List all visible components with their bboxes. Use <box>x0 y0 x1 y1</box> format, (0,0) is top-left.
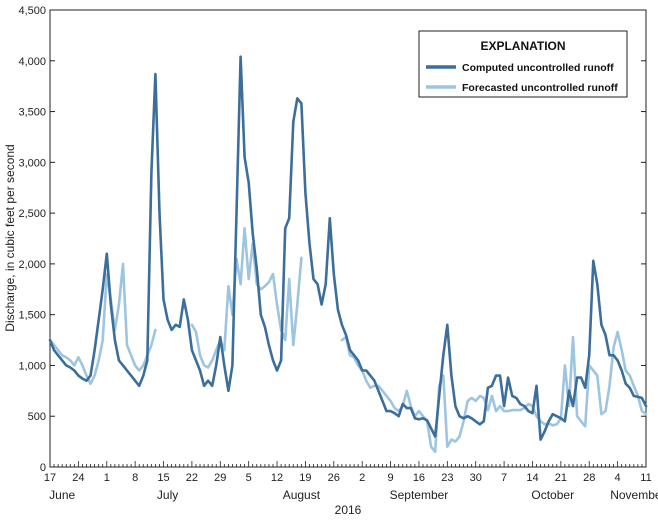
x-tick-label: 7 <box>501 472 507 484</box>
x-tick-label: 29 <box>214 472 226 484</box>
x-tick-label: 4 <box>615 472 621 484</box>
series-line-computed <box>48 55 648 441</box>
month-label: September <box>390 488 449 502</box>
y-tick-label: 500 <box>28 411 46 423</box>
month-label: June <box>49 488 75 502</box>
x-axis: 17 24 1 8 15 22 29 5 12 19 26 2 9 16 23 30 7 14 21 28 4 11 <box>44 461 652 484</box>
x-tick-label: 2 <box>359 472 365 484</box>
x-tick-label: 9 <box>388 472 394 484</box>
y-tick-label: 4,500 <box>18 5 46 17</box>
plot-frame <box>49 9 647 468</box>
legend-label-computed: Computed uncontrolled runoff <box>462 62 614 74</box>
x-tick-label: 5 <box>246 472 252 484</box>
y-axis-title: Discharge, in cubic feet per second <box>3 144 17 331</box>
x-tick-label: 8 <box>132 472 138 484</box>
legend-label-forecasted: Forecasted uncontrolled runoff <box>462 82 618 94</box>
x-tick-label: 23 <box>441 472 453 484</box>
x-tick-label: 26 <box>328 472 340 484</box>
x-tick-label: 12 <box>271 472 283 484</box>
x-tick-label: 17 <box>44 472 56 484</box>
x-tick-label: 22 <box>186 472 198 484</box>
y-tick-label: 4,000 <box>18 56 46 68</box>
y-tick-label: 2,000 <box>18 259 46 271</box>
series-line-forecasted <box>48 262 157 385</box>
month-label: October <box>531 488 574 502</box>
y-axis: 0 500 1,000 1,500 2,000 2,500 3,000 3,500 4,000 4… <box>18 5 646 474</box>
x-axis-title: 2016 <box>335 503 362 517</box>
y-tick-label: 3,500 <box>18 107 46 119</box>
month-label: August <box>283 488 321 502</box>
x-tick-label: 21 <box>555 472 567 484</box>
y-tick-label: 1,500 <box>18 310 46 322</box>
y-tick-label: 0 <box>40 462 46 474</box>
x-tick-label: 16 <box>413 472 425 484</box>
series-line-forecasted <box>340 330 648 454</box>
x-tick-label: 1 <box>104 472 110 484</box>
month-labels: June July August September October November <box>49 488 658 502</box>
x-tick-label: 19 <box>299 472 311 484</box>
x-tick-label: 14 <box>526 472 538 484</box>
legend-title: EXPLANATION <box>480 39 565 53</box>
y-tick-label: 3,000 <box>18 157 46 169</box>
month-label: July <box>157 488 178 502</box>
legend: EXPLANATION Computed uncontrolled runoff… <box>418 30 628 98</box>
y-tick-label: 2,500 <box>18 208 46 220</box>
x-tick-label: 11 <box>640 472 651 484</box>
series-layer <box>48 55 648 454</box>
y-tick-label: 1,000 <box>18 360 46 372</box>
x-tick-label: 24 <box>72 472 84 484</box>
x-tick-label: 15 <box>157 472 169 484</box>
x-tick-label: 30 <box>470 472 482 484</box>
month-label: November <box>610 488 658 502</box>
x-tick-label: 28 <box>583 472 595 484</box>
